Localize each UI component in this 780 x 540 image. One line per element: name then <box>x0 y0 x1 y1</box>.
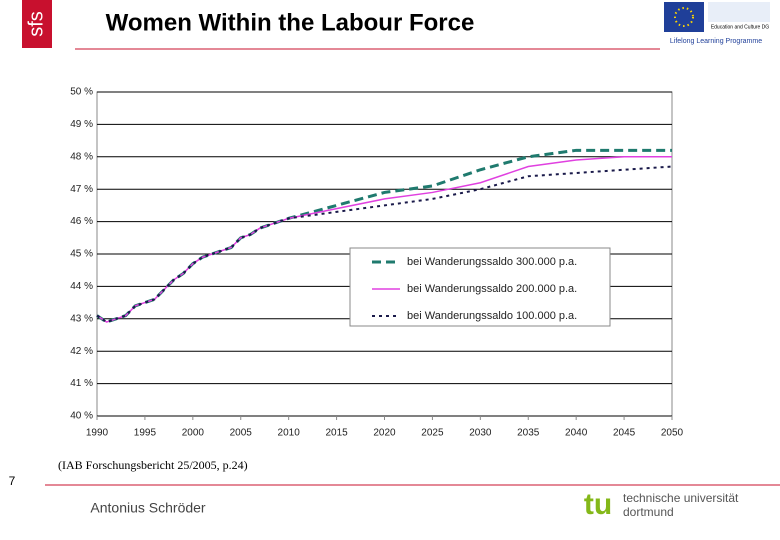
eu-flag <box>664 2 704 32</box>
university-city: dortmund <box>623 505 674 519</box>
legend-label: bei Wanderungssaldo 200.000 p.a. <box>407 283 577 295</box>
x-tick-label: 2015 <box>325 428 348 439</box>
y-tick-label: 49 % <box>70 119 93 130</box>
x-tick-label: 2025 <box>421 428 444 439</box>
legend-label: bei Wanderungssaldo 300.000 p.a. <box>407 256 577 268</box>
y-tick-label: 41 % <box>70 378 93 389</box>
x-tick-label: 2005 <box>230 428 253 439</box>
y-tick-label: 42 % <box>70 346 93 357</box>
source: (IAB Forschungsbericht 25/2005, p.24) <box>58 458 248 472</box>
university-name: technische universität <box>623 491 739 505</box>
x-tick-label: 2020 <box>373 428 396 439</box>
eu-stars <box>674 7 694 27</box>
y-tick-label: 40 % <box>70 411 93 422</box>
slide-title: Women Within the Labour Force <box>106 9 475 36</box>
y-tick-label: 48 % <box>70 151 93 162</box>
x-tick-label: 1990 <box>86 428 109 439</box>
x-tick-label: 2035 <box>517 428 540 439</box>
x-tick-label: 2045 <box>613 428 636 439</box>
tu-logo: tu <box>584 488 612 521</box>
x-tick-label: 2040 <box>565 428 588 439</box>
legend-label: bei Wanderungssaldo 100.000 p.a. <box>407 310 577 322</box>
x-tick-label: 2030 <box>469 428 492 439</box>
author: Antonius Schröder <box>90 500 206 516</box>
dg-text: Education and Culture DG <box>711 24 769 30</box>
page-number: 7 <box>9 474 16 488</box>
llp-text: Lifelong Learning Programme <box>670 38 762 45</box>
x-tick-label: 2050 <box>661 428 684 439</box>
y-tick-label: 46 % <box>70 216 93 227</box>
logo-text: sfs <box>25 11 47 37</box>
series-line <box>96 165 673 324</box>
y-tick-label: 44 % <box>70 281 93 292</box>
series-line <box>96 156 672 323</box>
y-tick-label: 45 % <box>70 249 93 260</box>
dg-logo <box>708 2 770 22</box>
x-tick-label: 1995 <box>134 428 157 439</box>
x-tick-label: 2010 <box>278 428 301 439</box>
y-tick-label: 43 % <box>70 313 93 324</box>
y-tick-label: 47 % <box>70 184 93 195</box>
y-tick-label: 50 % <box>70 87 93 98</box>
sfs-logo <box>22 0 52 48</box>
x-tick-label: 2000 <box>182 428 205 439</box>
